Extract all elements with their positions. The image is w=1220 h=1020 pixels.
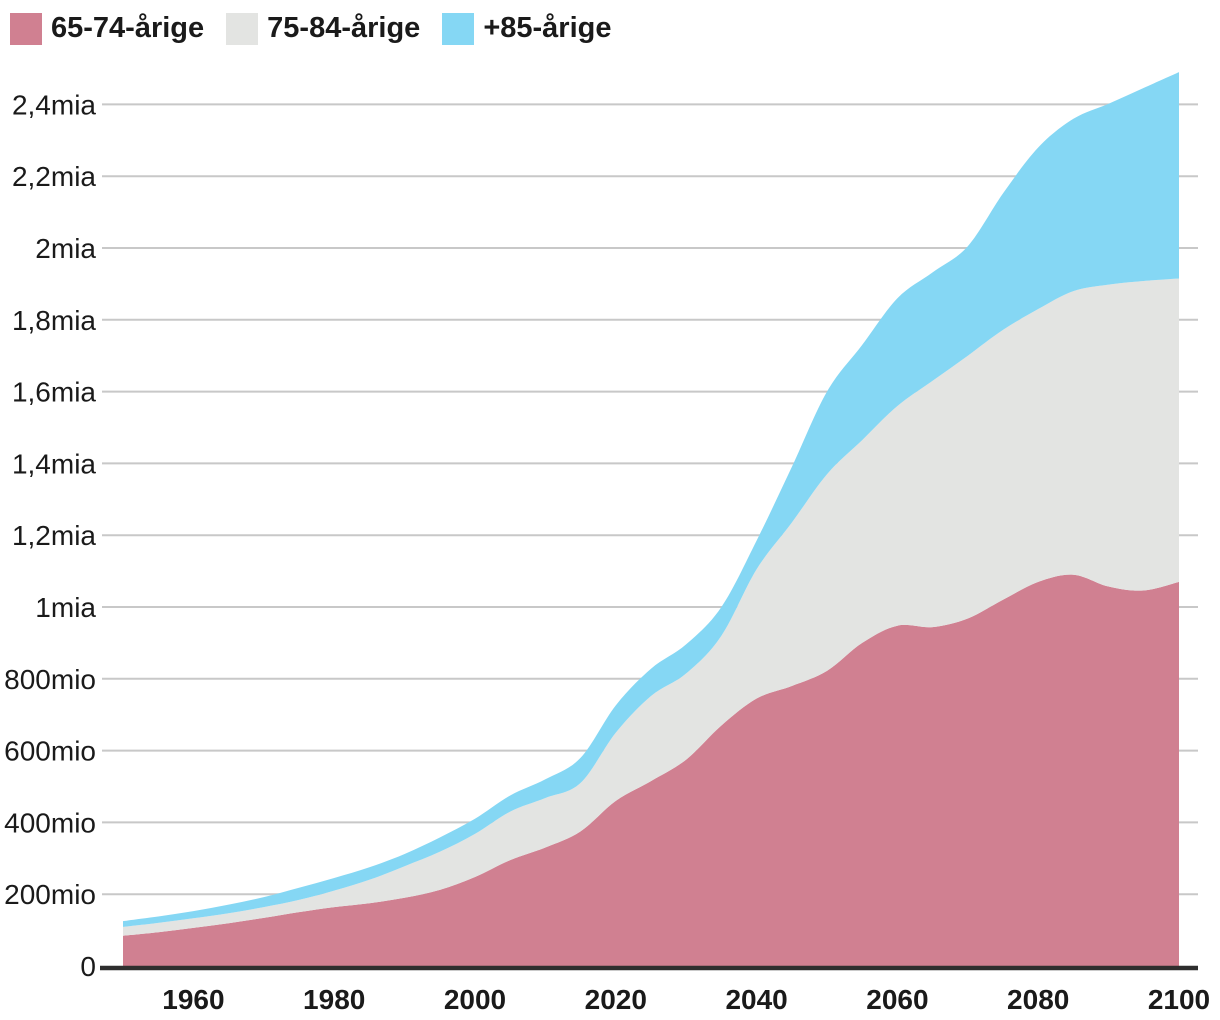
y-tick-label-1200: 1,2mia: [12, 520, 96, 551]
legend-label-75-84: 75-84-årige: [267, 12, 421, 44]
y-tick-label-1000: 1mia: [35, 592, 96, 623]
legend-label-65-74: 65-74-årige: [51, 12, 205, 44]
x-tick-label-2000: 2000: [444, 984, 506, 1015]
area-85-rige: [123, 72, 1179, 927]
legend-swatch-85plus: [442, 12, 475, 45]
y-tick-label-1800: 1,8mia: [12, 305, 96, 336]
area-75-84-rige: [123, 278, 1179, 936]
y-tick-label-1600: 1,6mia: [12, 377, 96, 408]
x-tick-label-2020: 2020: [585, 984, 647, 1015]
legend-item-65-74: 65-74-årige: [10, 12, 204, 45]
y-tick-label-2000: 2mia: [35, 233, 96, 264]
y-axis-labels: 0 200mio 400mio 600mio 800mio 1mia 1,2mia 1,4mi…: [4, 89, 96, 982]
x-tick-label-2060: 2060: [866, 984, 928, 1015]
y-tick-label-800: 800mio: [4, 664, 96, 695]
x-tick-label-2040: 2040: [725, 984, 787, 1015]
y-tick-label-2400: 2,4mia: [12, 89, 96, 120]
legend-label-85plus: +85-årige: [483, 12, 612, 44]
x-tick-label-2080: 2080: [1007, 984, 1069, 1015]
x-tick-label-1980: 1980: [303, 984, 365, 1015]
x-tick-label-2100: 2100: [1148, 984, 1210, 1015]
legend-swatch-75-84: [226, 12, 259, 45]
y-tick-label-600: 600mio: [4, 736, 96, 767]
y-tick-label-400: 400mio: [4, 807, 96, 838]
x-tick-label-1960: 1960: [162, 984, 224, 1015]
legend-item-75-84: 75-84-årige: [226, 12, 420, 45]
area-series: [123, 72, 1179, 966]
y-tick-label-2200: 2,2mia: [12, 161, 96, 192]
y-tick-label-1400: 1,4mia: [12, 448, 96, 479]
legend-item-85plus: +85-årige: [442, 12, 611, 45]
legend-swatch-65-74: [10, 12, 42, 45]
x-axis-labels: 1960 1980 2000 2020 2040 2060 2080 2100: [162, 984, 1210, 1015]
area-65-74-rige: [123, 574, 1179, 966]
chart-legend: 65-74-årige 75-84-årige +85-årige: [10, 12, 611, 45]
y-tick-label-0: 0: [80, 951, 96, 982]
y-tick-label-200: 200mio: [4, 879, 96, 910]
